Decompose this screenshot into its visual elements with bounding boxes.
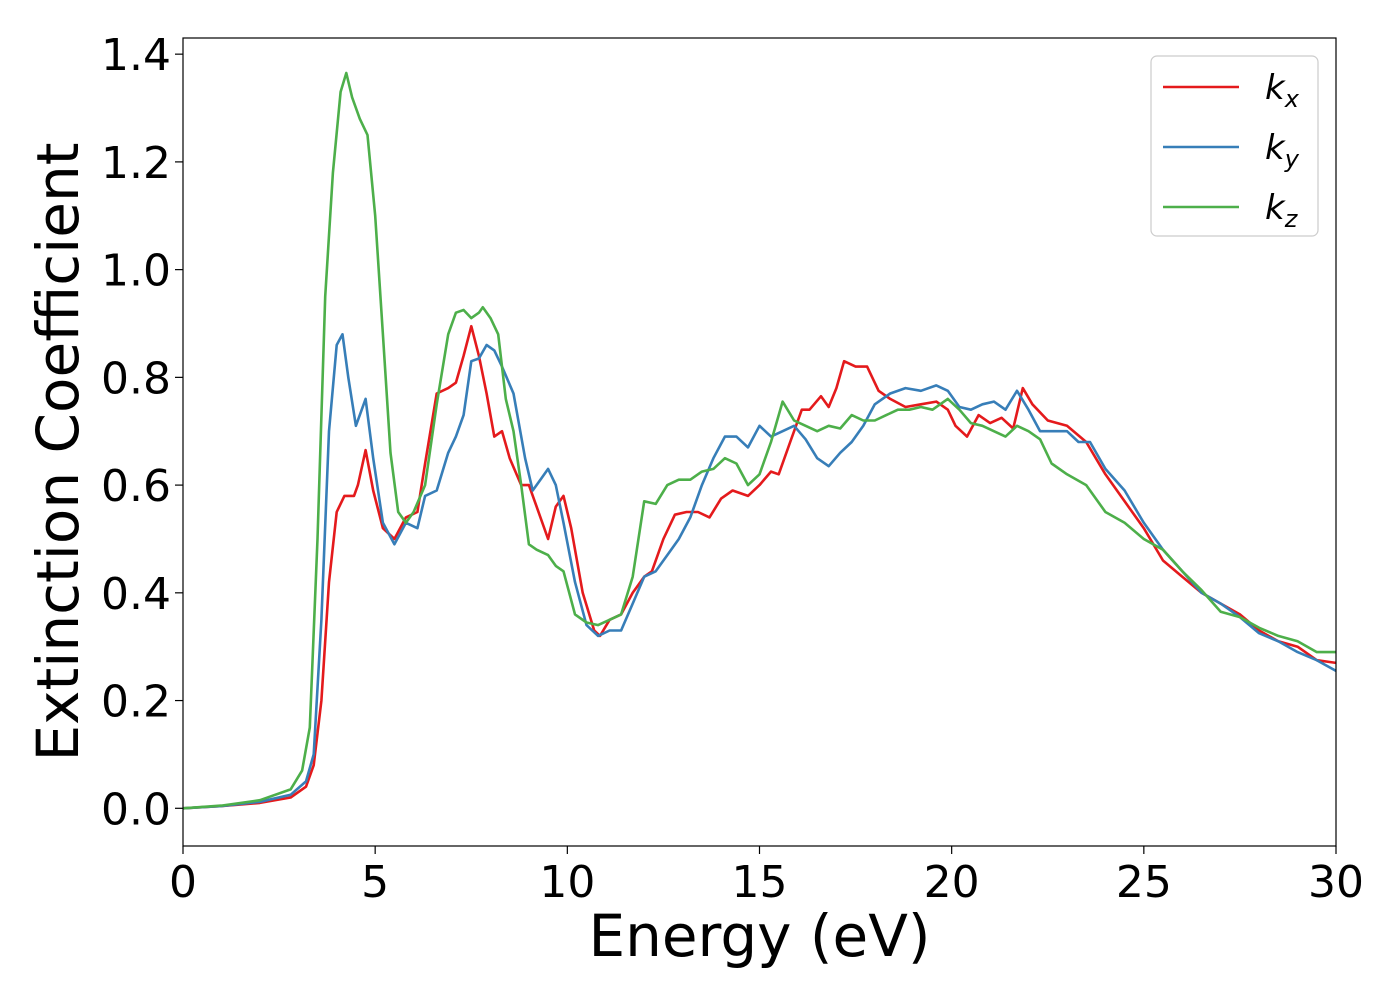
x-axis-label: Energy (eV) [588,902,930,970]
legend-label-kz: kz [1265,188,1299,233]
axes-layer: 0 5 10 15 20 25 30 0.0 0.2 0.4 0.6 0.8 1.0 1.2 1.4 Ener… [24,30,1364,970]
x-tick-label: 20 [924,857,980,908]
x-tick-label: 10 [539,857,595,908]
y-tick-label: 0.4 [101,569,171,620]
y-tick-label: 0.8 [101,353,171,404]
legend-label-ky: ky [1265,128,1300,173]
y-axis-label: Extinction Coefficient [24,143,92,762]
y-tick-label: 1.2 [101,138,171,189]
legend: kx ky kz [1150,55,1319,237]
series-line-kz [183,71,1336,810]
x-tick-label: 5 [361,857,389,908]
x-tick-label: 30 [1308,857,1364,908]
y-tick-label: 0.6 [101,461,171,512]
y-tick-label: 1.0 [101,246,171,297]
series-layer [183,71,1336,810]
series-line-kx [183,324,1336,810]
legend-label-kx: kx [1265,68,1300,113]
y-tick-label: 1.4 [101,30,171,81]
x-tick-label: 15 [732,857,788,908]
series-line-ky [183,333,1336,810]
x-tick-label: 25 [1116,857,1172,908]
y-tick-label: 0.2 [101,677,171,728]
x-tick-label: 0 [169,857,197,908]
y-tick-label: 0.0 [101,784,171,835]
